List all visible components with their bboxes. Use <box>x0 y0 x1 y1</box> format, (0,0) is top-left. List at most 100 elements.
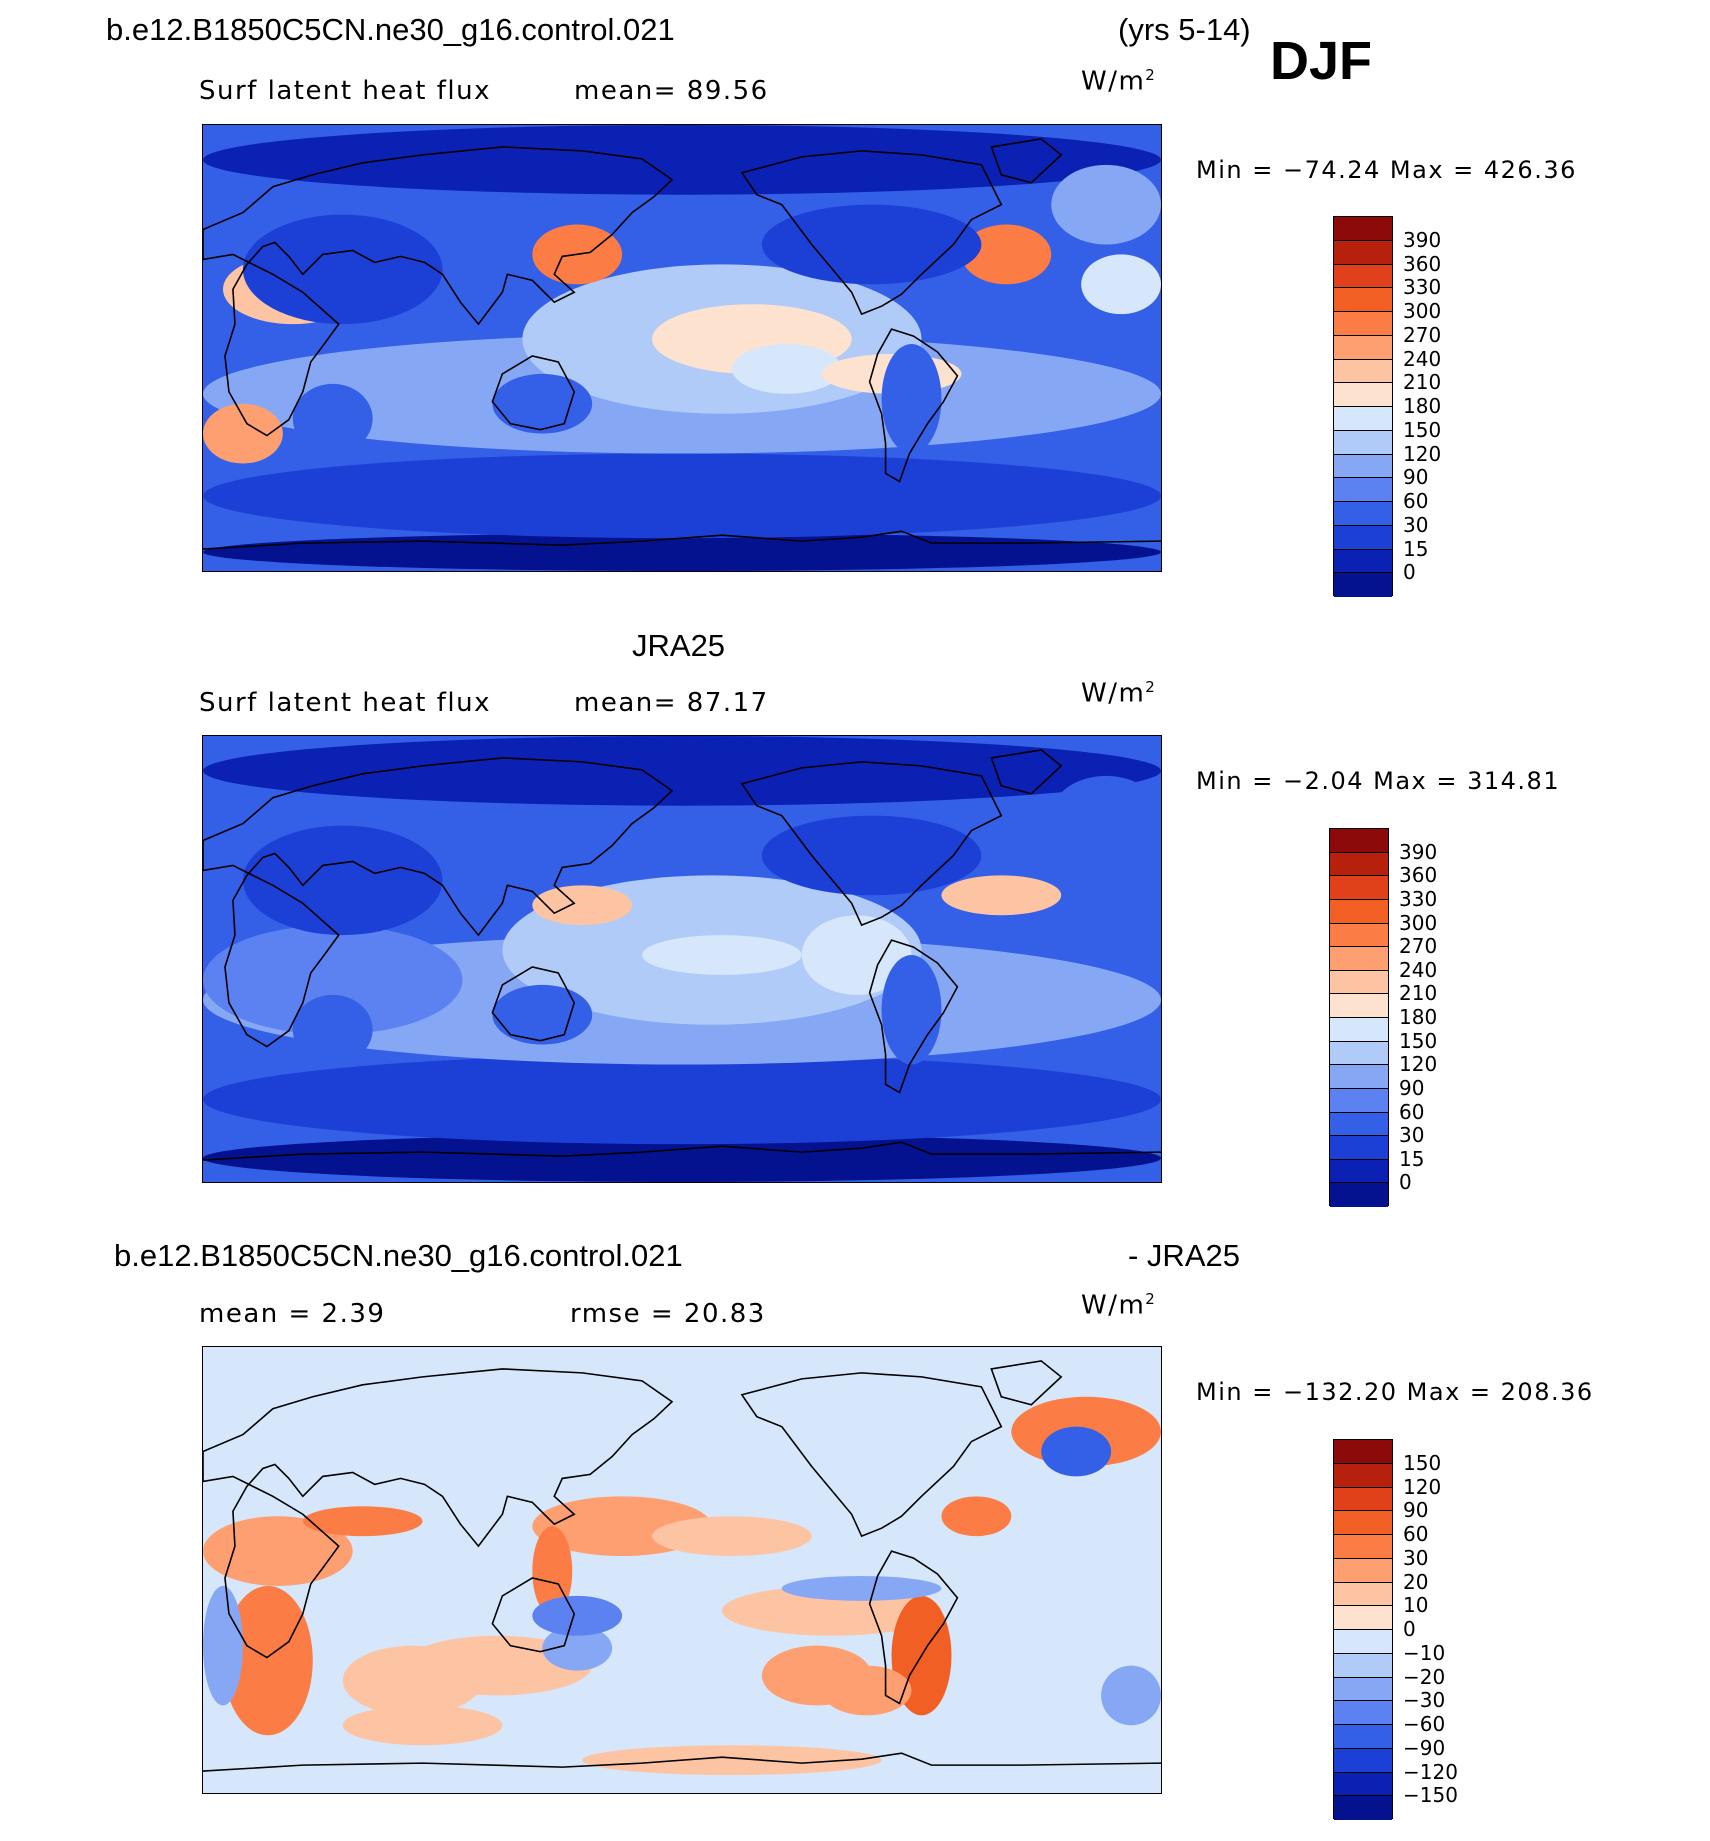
colorbar-swatch <box>1330 1159 1388 1184</box>
panel2-mean: mean= 87.17 <box>574 688 769 718</box>
colorbar-label: 270 <box>1399 934 1438 959</box>
colorbar-label: 210 <box>1403 370 1442 395</box>
colorbar-label: 150 <box>1399 1028 1438 1053</box>
colorbar-swatch <box>1334 264 1392 289</box>
colorbar-swatch <box>1334 335 1392 360</box>
panel3-title-right: - JRA25 <box>1128 1238 1240 1273</box>
panel3-units: W/m2 <box>1081 1290 1157 1321</box>
colorbar-swatch <box>1334 359 1392 384</box>
colorbar-swatch <box>1334 1772 1392 1797</box>
colorbar-label: 300 <box>1399 910 1438 935</box>
colorbar-label: 180 <box>1403 394 1442 418</box>
colorbar-label: 90 <box>1399 1075 1425 1100</box>
colorbar-label: 30 <box>1403 1545 1429 1570</box>
colorbar-label: 0 <box>1399 1170 1412 1195</box>
colorbar-swatch <box>1334 1630 1392 1654</box>
colorbar-label: 90 <box>1403 1498 1429 1523</box>
colorbar-label: 240 <box>1399 957 1438 982</box>
panel3-title-left: b.e12.B1850C5CN.ne30_g16.control.021 <box>114 1238 683 1273</box>
colorbar-swatch <box>1330 947 1388 971</box>
panel1-units: W/m2 <box>1081 66 1157 97</box>
colorbar-label: 270 <box>1403 322 1442 347</box>
colorbar-label: 120 <box>1403 441 1442 466</box>
colorbar-label: −10 <box>1403 1640 1446 1665</box>
panel2-map <box>202 735 1162 1183</box>
panel2-units: W/m2 <box>1081 678 1157 709</box>
panel3-mean: mean = 2.39 <box>199 1299 386 1329</box>
colorbar-swatch <box>1334 407 1392 431</box>
colorbar-swatch <box>1330 1065 1388 1089</box>
colorbar-swatch <box>1334 1440 1392 1464</box>
colorbar-label: 180 <box>1399 1005 1438 1029</box>
colorbar-label: 120 <box>1403 1474 1442 1499</box>
colorbar-swatch <box>1334 240 1392 265</box>
panel1-mean: mean= 89.56 <box>574 76 769 106</box>
colorbar-swatch <box>1330 970 1388 995</box>
colorbar-label: 60 <box>1403 489 1429 513</box>
colorbar-label: 15 <box>1403 536 1429 561</box>
colorbar-label: 15 <box>1399 1146 1425 1171</box>
colorbar-swatch <box>1334 217 1392 241</box>
panel3-minmax: Min = −132.20 Max = 208.36 <box>1196 1378 1594 1406</box>
panel3-map <box>202 1346 1162 1794</box>
colorbar-label: 240 <box>1403 346 1442 371</box>
colorbar-label: 390 <box>1403 227 1442 252</box>
colorbar-swatch <box>1334 1725 1392 1749</box>
panel1-colorbar <box>1333 216 1393 597</box>
colorbar-label: 0 <box>1403 560 1416 585</box>
colorbar-swatch <box>1334 312 1392 336</box>
colorbar-swatch <box>1330 1018 1388 1042</box>
colorbar-swatch <box>1330 923 1388 948</box>
panel1-field-label: Surf latent heat flux <box>199 76 491 106</box>
colorbar-swatch <box>1334 573 1392 597</box>
colorbar-label: 90 <box>1403 465 1429 490</box>
colorbar-label: 390 <box>1399 839 1438 864</box>
colorbar-swatch <box>1334 1463 1392 1488</box>
colorbar-swatch <box>1334 1558 1392 1583</box>
colorbar-label: 210 <box>1399 981 1438 1006</box>
colorbar-swatch <box>1334 1653 1392 1678</box>
colorbar-swatch <box>1330 852 1388 877</box>
colorbar-label: 360 <box>1399 863 1438 888</box>
colorbar-swatch <box>1334 525 1392 550</box>
colorbar-swatch <box>1334 1535 1392 1559</box>
colorbar-swatch <box>1334 454 1392 479</box>
years-label: (yrs 5-14) <box>1118 12 1251 47</box>
colorbar-swatch <box>1330 1183 1388 1207</box>
colorbar-label: −30 <box>1403 1688 1446 1713</box>
colorbar-label: −150 <box>1403 1783 1458 1808</box>
colorbar-swatch <box>1334 383 1392 407</box>
colorbar-swatch <box>1330 1041 1388 1066</box>
panel3-colorbar <box>1333 1439 1393 1820</box>
colorbar-swatch <box>1330 899 1388 924</box>
panel2-colorbar <box>1329 828 1389 1207</box>
colorbar-label: 150 <box>1403 417 1442 442</box>
colorbar-swatch <box>1330 994 1388 1018</box>
colorbar-swatch <box>1334 430 1392 455</box>
colorbar-swatch <box>1334 478 1392 502</box>
colorbar-swatch <box>1334 1748 1392 1773</box>
colorbar-swatch <box>1334 1511 1392 1535</box>
colorbar-label: 150 <box>1403 1450 1442 1475</box>
colorbar-swatch <box>1330 829 1388 853</box>
colorbar-swatch <box>1334 1582 1392 1607</box>
panel1-minmax: Min = −74.24 Max = 426.36 <box>1196 156 1577 184</box>
season-label: DJF <box>1270 31 1373 91</box>
panel1-map <box>202 124 1162 572</box>
colorbar-swatch <box>1334 549 1392 574</box>
colorbar-label: 30 <box>1403 512 1429 537</box>
colorbar-label: −120 <box>1403 1759 1458 1784</box>
colorbar-label: 0 <box>1403 1617 1416 1641</box>
panel2-minmax: Min = −2.04 Max = 314.81 <box>1196 767 1561 795</box>
colorbar-label: 120 <box>1399 1052 1438 1077</box>
case-title: b.e12.B1850C5CN.ne30_g16.control.021 <box>106 12 675 47</box>
panel2-title: JRA25 <box>632 628 726 663</box>
colorbar-swatch <box>1334 1796 1392 1820</box>
colorbar-swatch <box>1330 1088 1388 1113</box>
colorbar-label: 10 <box>1403 1593 1429 1618</box>
colorbar-label: −60 <box>1403 1712 1446 1736</box>
colorbar-label: −20 <box>1403 1664 1446 1689</box>
colorbar-swatch <box>1334 1606 1392 1630</box>
colorbar-swatch <box>1334 1677 1392 1702</box>
colorbar-label: 330 <box>1399 886 1438 911</box>
